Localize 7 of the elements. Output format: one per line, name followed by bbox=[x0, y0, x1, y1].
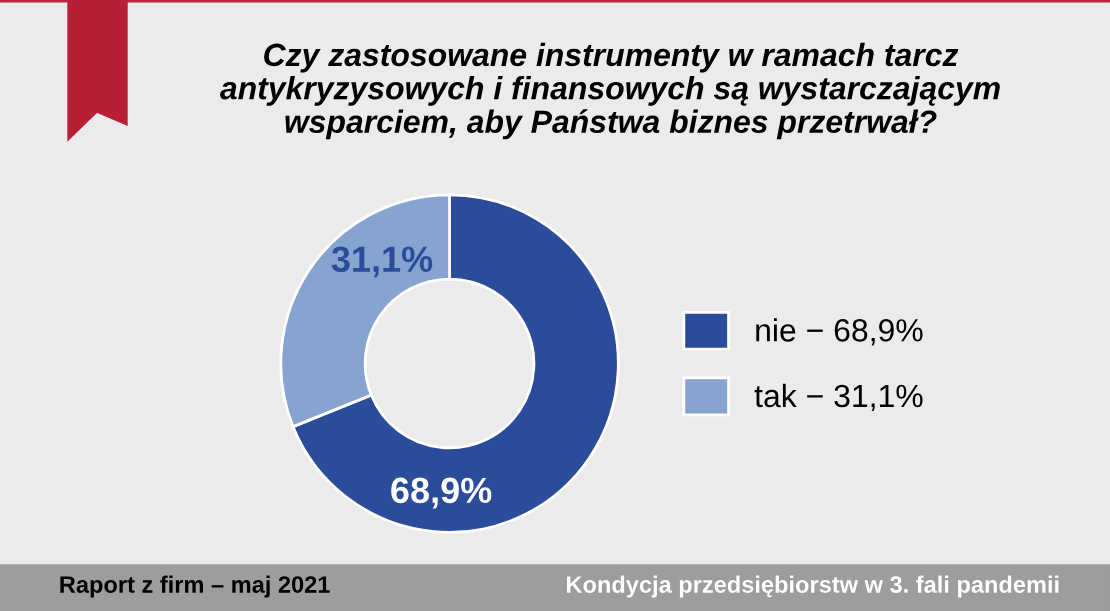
data-label: 31,1% bbox=[331, 246, 433, 278]
data-label: 68,9% bbox=[391, 477, 492, 509]
text: Kondycja przedsiębiorstw w 3. fali pandemii bbox=[567, 575, 1059, 598]
text: Raport z firm – maj 2021 bbox=[60, 575, 330, 598]
chart-title: Czy zastosowane instrumenty w ramach tarcz antykryzysowych i finansowych są wystarczającym wsparciem, aby Państwa biznes przetrwał? bbox=[220, 42, 1000, 140]
legend-label: tak − 31,1% bbox=[754, 383, 923, 412]
legend-label: nie − 68,9% bbox=[756, 318, 923, 346]
